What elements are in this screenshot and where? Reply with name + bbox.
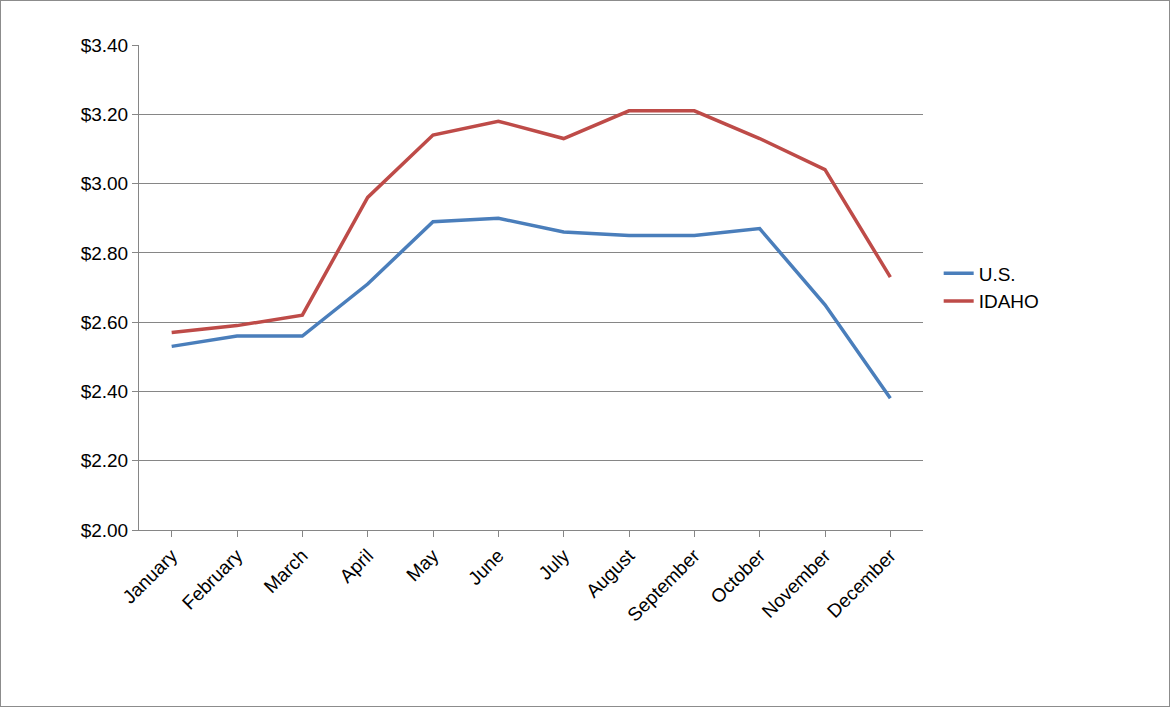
svg-text:$2.00: $2.00 <box>81 520 129 541</box>
svg-text:April: April <box>335 545 377 587</box>
svg-text:IDAHO: IDAHO <box>979 291 1039 312</box>
svg-text:July: July <box>534 545 573 584</box>
svg-text:$3.40: $3.40 <box>81 35 129 56</box>
svg-text:June: June <box>464 545 508 589</box>
svg-text:U.S.: U.S. <box>979 264 1016 285</box>
svg-text:December: December <box>823 545 900 622</box>
svg-text:March: March <box>260 545 312 597</box>
svg-text:February: February <box>178 545 247 614</box>
svg-text:$2.60: $2.60 <box>81 312 129 333</box>
svg-text:January: January <box>119 545 182 608</box>
svg-text:$2.40: $2.40 <box>81 381 129 402</box>
svg-text:$3.00: $3.00 <box>81 173 129 194</box>
svg-text:November: November <box>758 545 835 622</box>
svg-text:$3.20: $3.20 <box>81 104 129 125</box>
svg-text:$2.20: $2.20 <box>81 450 129 471</box>
svg-text:August: August <box>582 544 639 601</box>
svg-text:May: May <box>402 545 443 586</box>
svg-text:$2.80: $2.80 <box>81 243 129 264</box>
svg-text:September: September <box>623 545 704 626</box>
svg-text:October: October <box>707 545 770 608</box>
